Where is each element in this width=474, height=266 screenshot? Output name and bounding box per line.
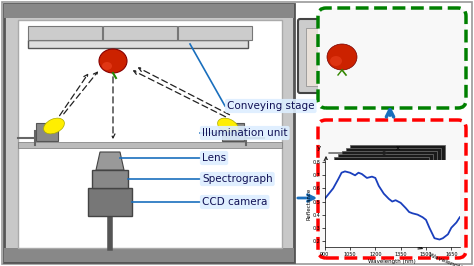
FancyBboxPatch shape xyxy=(18,142,282,148)
FancyBboxPatch shape xyxy=(342,151,437,226)
Y-axis label: Reflectance: Reflectance xyxy=(306,187,311,220)
FancyBboxPatch shape xyxy=(92,170,128,188)
FancyBboxPatch shape xyxy=(28,40,248,48)
Text: Illumination unit: Illumination unit xyxy=(202,128,288,138)
FancyBboxPatch shape xyxy=(222,123,244,141)
FancyBboxPatch shape xyxy=(4,4,294,18)
Ellipse shape xyxy=(327,44,357,70)
Ellipse shape xyxy=(348,179,398,221)
FancyBboxPatch shape xyxy=(4,4,294,262)
FancyBboxPatch shape xyxy=(346,148,441,223)
FancyBboxPatch shape xyxy=(318,120,466,258)
FancyBboxPatch shape xyxy=(178,26,252,40)
Ellipse shape xyxy=(218,118,238,134)
Text: y: y xyxy=(317,145,321,151)
FancyBboxPatch shape xyxy=(397,47,429,59)
FancyBboxPatch shape xyxy=(36,123,58,141)
FancyBboxPatch shape xyxy=(330,160,425,235)
FancyBboxPatch shape xyxy=(334,157,429,232)
Text: Wavelength (λ): Wavelength (λ) xyxy=(428,252,474,266)
Text: CCD camera: CCD camera xyxy=(202,197,267,207)
Text: Lens: Lens xyxy=(202,153,226,163)
FancyBboxPatch shape xyxy=(103,26,177,40)
Text: Conveying stage: Conveying stage xyxy=(227,101,315,111)
FancyBboxPatch shape xyxy=(326,163,421,238)
Text: Spectrograph: Spectrograph xyxy=(202,174,273,184)
FancyBboxPatch shape xyxy=(2,2,472,264)
FancyBboxPatch shape xyxy=(4,248,294,262)
FancyBboxPatch shape xyxy=(392,21,434,81)
FancyBboxPatch shape xyxy=(350,145,445,220)
FancyBboxPatch shape xyxy=(298,19,387,93)
Ellipse shape xyxy=(354,189,386,217)
Ellipse shape xyxy=(357,198,375,214)
Ellipse shape xyxy=(330,56,342,66)
FancyBboxPatch shape xyxy=(338,154,433,229)
Polygon shape xyxy=(96,152,124,170)
X-axis label: Wavelength (nm): Wavelength (nm) xyxy=(368,259,416,264)
Ellipse shape xyxy=(99,49,127,73)
FancyBboxPatch shape xyxy=(28,26,102,40)
FancyBboxPatch shape xyxy=(18,20,282,248)
Ellipse shape xyxy=(102,62,112,70)
FancyBboxPatch shape xyxy=(306,28,379,86)
FancyBboxPatch shape xyxy=(318,8,466,108)
FancyBboxPatch shape xyxy=(88,188,132,216)
Text: x: x xyxy=(396,145,400,151)
Ellipse shape xyxy=(44,118,64,134)
